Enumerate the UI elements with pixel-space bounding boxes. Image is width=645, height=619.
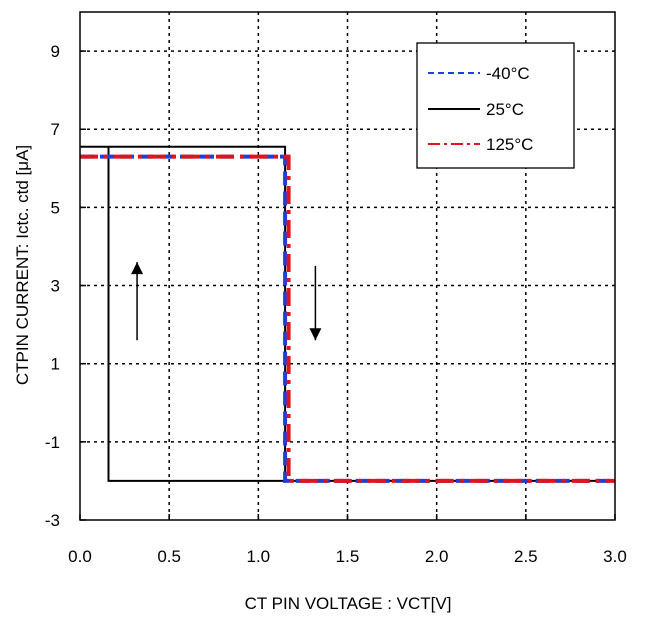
x-axis-label: CT PIN VOLTAGE : VCT[V] [245, 594, 452, 613]
series-layer [80, 145, 615, 483]
y-tick-label: 5 [51, 198, 60, 217]
arrow-head-down [309, 328, 322, 341]
arrow-head-up [131, 262, 144, 275]
y-tick-label: -3 [45, 511, 60, 530]
x-tick-label: 1.0 [247, 547, 271, 566]
annotation-layer [131, 262, 322, 341]
y-tick-label: 9 [51, 42, 60, 61]
y-tick-label: 1 [51, 355, 60, 374]
legend-label-series-0: -40°C [486, 64, 530, 83]
y-tick-label: 3 [51, 277, 60, 296]
y-tick-label: 7 [51, 120, 60, 139]
x-tick-label: 2.5 [514, 547, 538, 566]
x-tick-label: 1.5 [336, 547, 360, 566]
legend: -40°C 25°C 125°C [416, 42, 575, 169]
legend-label-series-2: 125°C [486, 135, 533, 154]
x-tick-label: 0.5 [157, 547, 181, 566]
x-tick-label: 0.0 [68, 547, 92, 566]
y-tick-label: -1 [45, 433, 60, 452]
x-tick-label: 2.0 [425, 547, 449, 566]
legend-box [416, 42, 575, 169]
x-tick-label: 3.0 [603, 547, 627, 566]
legend-label-series-1: 25°C [486, 100, 524, 119]
series-line-125c [80, 154, 615, 483]
y-axis-label: CTPIN CURRENT: Ictc. ctd [μA] [13, 145, 32, 385]
ticks-layer: 0.0 0.5 1.0 1.5 2.0 2.5 3.0 -3 -1 1 3 5 7 9 [45, 42, 627, 566]
